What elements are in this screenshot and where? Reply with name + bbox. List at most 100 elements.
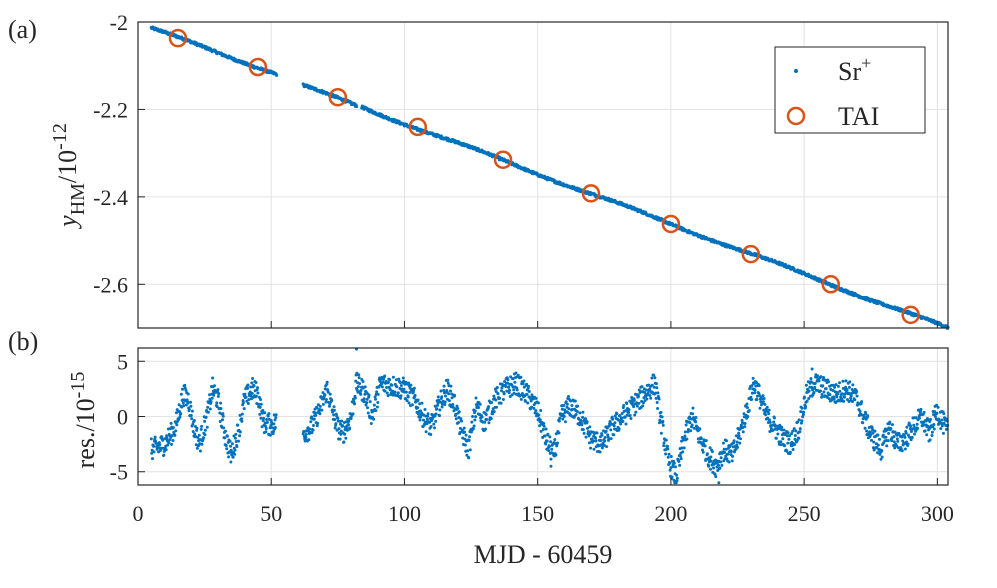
res-point-1554 — [767, 418, 771, 422]
res-outlier-1 — [717, 481, 721, 485]
res-point-1448 — [727, 460, 731, 464]
res-point-592 — [401, 376, 405, 380]
res-point-1911 — [903, 447, 907, 451]
res-point-303 — [265, 418, 269, 422]
res-point-1207 — [635, 404, 639, 408]
res-point-1658 — [807, 389, 811, 393]
legend-sr-label: Sr+ — [838, 53, 871, 86]
res-point-1063 — [581, 415, 585, 419]
res-point-349 — [309, 420, 313, 424]
res-point-6 — [152, 444, 156, 448]
res-point-556 — [388, 378, 392, 382]
res-point-1159 — [617, 427, 621, 431]
res-point-412 — [333, 417, 337, 421]
res-point-827 — [491, 412, 495, 416]
res-point-584 — [398, 380, 402, 384]
res-point-430 — [340, 419, 344, 423]
res-point-427 — [339, 422, 342, 426]
res-point-635 — [418, 402, 422, 406]
res-point-1032 — [569, 399, 573, 403]
res-point-1511 — [751, 376, 755, 380]
legend-tai-marker — [786, 106, 806, 126]
res-point-1211 — [637, 401, 641, 405]
res-point-1311 — [675, 479, 679, 483]
res-point-954 — [539, 429, 543, 433]
res-point-1056 — [578, 411, 582, 415]
res-point-1792 — [858, 409, 862, 413]
res-point-1600 — [785, 449, 789, 453]
res-point-1840 — [876, 443, 880, 447]
res-point-411 — [332, 408, 336, 412]
res-point-730 — [454, 412, 458, 416]
res-point-1385 — [703, 444, 707, 448]
res-point-1478 — [739, 437, 743, 441]
res-point-326 — [273, 425, 277, 429]
sr-point-235 — [274, 73, 279, 77]
res-point-1146 — [612, 424, 616, 428]
res-point-1046 — [574, 412, 578, 416]
res-point-1981 — [930, 434, 934, 438]
res-point-1873 — [889, 427, 893, 431]
res-point-1689 — [819, 375, 823, 379]
res-point-1628 — [796, 420, 800, 424]
res-point-1245 — [650, 376, 654, 380]
res-point-1619 — [792, 427, 796, 431]
res-point-1290 — [667, 452, 671, 456]
res-point-909 — [522, 379, 526, 383]
res-point-41 — [165, 436, 169, 440]
res-point-1320 — [678, 454, 682, 458]
res-point-155 — [208, 407, 212, 411]
res-point-1179 — [625, 402, 629, 406]
res-point-287 — [259, 398, 263, 402]
res-point-1408 — [712, 462, 716, 466]
panel-a-ylabel: yHM/10-12 — [49, 123, 89, 230]
res-point-652 — [424, 430, 428, 434]
res-point-57 — [171, 438, 175, 442]
res-point-1544 — [764, 413, 768, 417]
res-point-1881 — [892, 435, 896, 439]
res-point-346 — [308, 427, 312, 431]
res-point-1394 — [707, 464, 711, 468]
res-point-916 — [525, 382, 529, 386]
res-point-790 — [477, 405, 481, 409]
res-point-1246 — [650, 383, 654, 387]
res-point-91 — [184, 388, 188, 392]
res-point-137 — [201, 436, 205, 440]
res-point-745 — [460, 419, 464, 423]
res-point-1623 — [794, 429, 798, 433]
res-point-492 — [363, 385, 367, 389]
ytick-a-label-0: -2 — [110, 10, 128, 35]
res-point-602 — [405, 399, 409, 403]
res-point-1210 — [637, 394, 641, 398]
res-point-1877 — [890, 423, 894, 427]
res-point-630 — [416, 406, 420, 410]
res-point-586 — [399, 394, 403, 398]
res-point-1010 — [560, 407, 564, 411]
res-point-1594 — [783, 443, 787, 447]
res-point-410 — [332, 405, 336, 409]
res-point-1219 — [640, 385, 644, 389]
res-point-935 — [532, 406, 536, 410]
res-point-1807 — [864, 412, 868, 416]
res-point-222 — [234, 432, 238, 436]
res-point-88 — [183, 383, 187, 387]
res-point-1915 — [905, 425, 909, 429]
panel-a-label: (a) — [8, 15, 37, 44]
res-point-1454 — [729, 450, 733, 454]
res-point-436 — [342, 440, 346, 444]
res-point-1631 — [797, 436, 801, 440]
res-point-1190 — [629, 417, 633, 421]
panel-b: 50-5 0 50 100 150 200 250 300 (b) res./10-15 M… — [8, 327, 954, 569]
res-point-264 — [250, 381, 254, 385]
res-point-1976 — [928, 438, 932, 442]
res-point-678 — [434, 412, 438, 416]
res-point-183 — [219, 406, 223, 410]
res-point-1226 — [643, 390, 647, 394]
res-point-564 — [391, 389, 395, 393]
res-point-1616 — [791, 448, 795, 451]
res-point-543 — [383, 374, 387, 378]
res-point-810 — [484, 412, 488, 416]
xtick-b-label-6: 300 — [921, 501, 954, 526]
panel-a-axes-box — [137, 21, 949, 329]
res-point-150 — [206, 410, 210, 414]
